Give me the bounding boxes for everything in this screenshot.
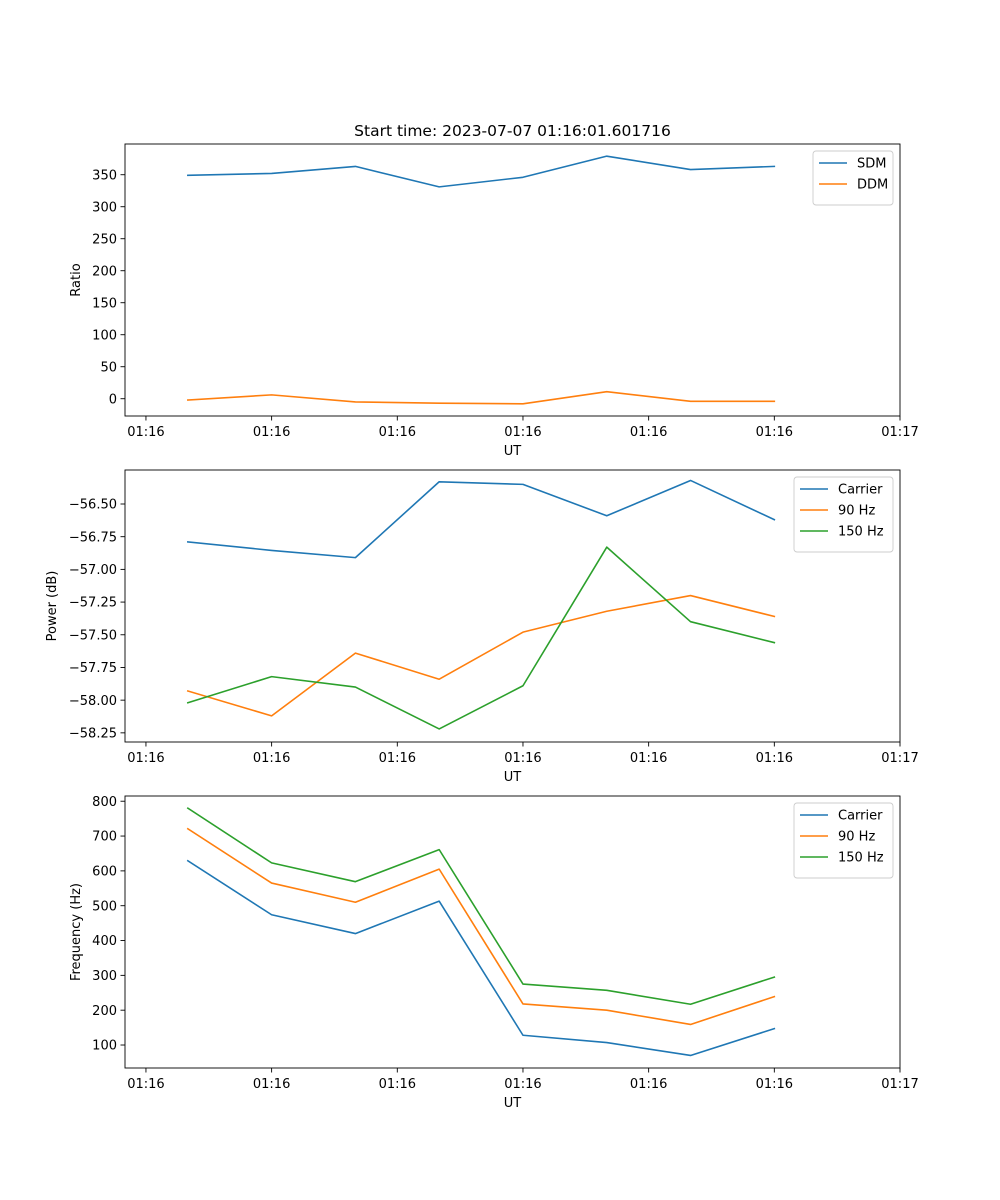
legend: SDM DDM [812, 150, 894, 206]
y-tick-label: 400 [92, 934, 117, 949]
chart-panel-1: 01:16 01:16 01:16 01:16 01:16 01:16 01:17 0 50 10… [69, 143, 919, 459]
figure-title: Start time: 2023-07-07 01:16:01.601716 [354, 122, 671, 140]
x-axis-label: UT [504, 770, 522, 785]
x-tick-label: 01:16 [630, 425, 667, 440]
y-axis-label: Frequency (Hz) [69, 883, 84, 981]
y-tick-label: 300 [92, 200, 117, 215]
legend-label: 90 Hz [838, 504, 875, 519]
plot-frame [124, 795, 901, 1069]
series-line-150-hz [186, 807, 776, 1006]
y-tick-label: 700 [92, 830, 117, 845]
x-tick-label: 01:16 [127, 1077, 164, 1092]
x-tick-label: 01:16 [379, 425, 416, 440]
x-tick-label: 01:16 [504, 751, 541, 766]
plot-frame [124, 143, 901, 417]
x-tick-label: 01:17 [881, 425, 918, 440]
legend-box [793, 476, 894, 553]
x-tick-label: 01:16 [253, 425, 290, 440]
y-tick-label: 0 [109, 392, 117, 407]
series-line-carrier [186, 479, 776, 559]
y-axis-label: Power (dB) [45, 571, 60, 642]
x-tick-label: 01:16 [127, 751, 164, 766]
chart-panels: 01:16 01:16 01:16 01:16 01:16 01:16 01:17 0 50 10… [45, 143, 919, 1111]
series-line-150-hz [186, 546, 776, 730]
y-tick-label: 150 [92, 296, 117, 311]
x-tick-label: 01:16 [756, 1077, 793, 1092]
legend-box [812, 150, 894, 206]
x-tick-label: 01:16 [630, 751, 667, 766]
y-tick-label: 800 [92, 795, 117, 810]
y-tick-label: 50 [100, 360, 117, 375]
x-tick-label: 01:17 [881, 751, 918, 766]
series-line-90-hz [186, 594, 776, 717]
y-tick-label: −56.50 [69, 498, 117, 513]
legend-label: 150 Hz [838, 525, 884, 540]
series-line-ddm [186, 390, 776, 405]
y-tick-label: 250 [92, 232, 117, 247]
y-tick-label: −56.75 [69, 530, 117, 545]
x-tick-label: 01:16 [379, 1077, 416, 1092]
y-tick-label: −58.25 [69, 726, 117, 741]
y-tick-label: 300 [92, 969, 117, 984]
x-tick-label: 01:16 [253, 1077, 290, 1092]
x-tick-label: 01:16 [253, 751, 290, 766]
y-tick-label: 200 [92, 264, 117, 279]
chart-panel-2: 01:16 01:16 01:16 01:16 01:16 01:16 01:17 −58.2… [45, 469, 919, 785]
x-tick-label: 01:16 [127, 425, 164, 440]
x-axis-label: UT [504, 1096, 522, 1111]
y-tick-label: 600 [92, 864, 117, 879]
series-line-carrier [186, 859, 776, 1057]
x-tick-label: 01:16 [504, 425, 541, 440]
y-tick-label: −57.75 [69, 661, 117, 676]
legend-label: SDM [857, 157, 886, 172]
legend-label: Carrier [838, 483, 883, 498]
x-axis-label: UT [504, 444, 522, 459]
y-axis-label: Ratio [69, 263, 84, 296]
series-line-sdm [187, 155, 776, 188]
legend-box [793, 802, 894, 879]
x-tick-label: 01:16 [504, 1077, 541, 1092]
series-line-90-hz [186, 827, 776, 1026]
legend: Carrier 90 Hz 150 Hz [793, 476, 894, 553]
plot-frame [124, 469, 901, 743]
legend-label: Carrier [838, 809, 883, 824]
y-tick-label: −57.25 [69, 596, 117, 611]
legend: Carrier 90 Hz 150 Hz [793, 802, 894, 879]
y-tick-label: −57.00 [69, 563, 117, 578]
y-tick-label: 500 [92, 899, 117, 914]
x-tick-label: 01:16 [630, 1077, 667, 1092]
legend-label: 150 Hz [838, 851, 884, 866]
chart-panel-3: 01:16 01:16 01:16 01:16 01:16 01:16 01:17 100 20… [69, 795, 919, 1111]
y-tick-label: −57.50 [69, 628, 117, 643]
x-tick-label: 01:16 [379, 751, 416, 766]
y-tick-label: −58.00 [69, 694, 117, 709]
legend-label: 90 Hz [838, 830, 875, 845]
legend-label: DDM [857, 178, 888, 193]
y-tick-label: 100 [92, 328, 117, 343]
y-tick-label: 350 [92, 168, 117, 183]
x-tick-label: 01:16 [756, 751, 793, 766]
y-tick-label: 200 [92, 1004, 117, 1019]
x-tick-label: 01:17 [881, 1077, 918, 1092]
y-tick-label: 100 [92, 1039, 117, 1054]
x-tick-label: 01:16 [756, 425, 793, 440]
